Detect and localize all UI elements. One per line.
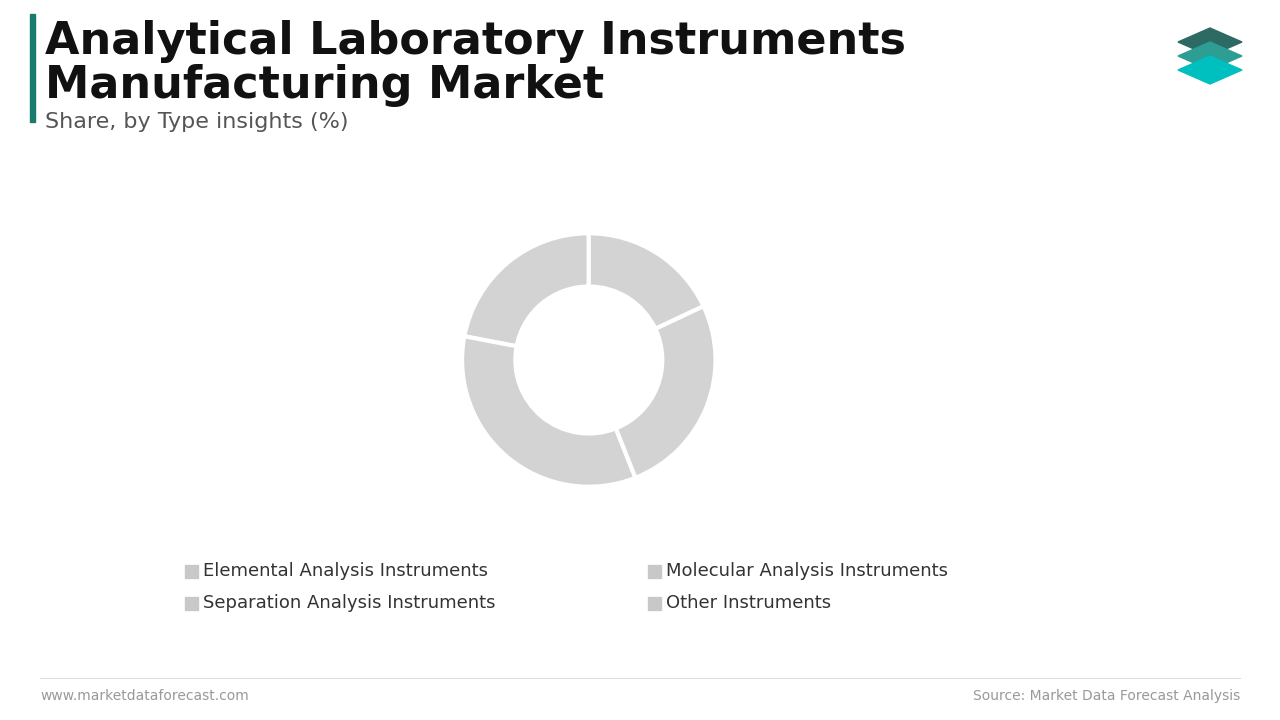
Text: Separation Analysis Instruments: Separation Analysis Instruments: [204, 594, 495, 612]
Bar: [186, 597, 198, 610]
Text: Share, by Type insights (%): Share, by Type insights (%): [45, 112, 348, 132]
Bar: [648, 597, 660, 610]
Bar: [186, 565, 198, 578]
Polygon shape: [1178, 42, 1242, 70]
Text: Other Instruments: Other Instruments: [666, 594, 831, 612]
Text: Elemental Analysis Instruments: Elemental Analysis Instruments: [204, 562, 488, 580]
Text: Analytical Laboratory Instruments: Analytical Laboratory Instruments: [45, 20, 906, 63]
Wedge shape: [589, 233, 704, 329]
Text: Molecular Analysis Instruments: Molecular Analysis Instruments: [666, 562, 948, 580]
Wedge shape: [462, 336, 635, 487]
Bar: [648, 565, 660, 578]
Polygon shape: [1178, 56, 1242, 84]
Polygon shape: [1178, 28, 1242, 56]
Wedge shape: [616, 306, 716, 478]
Text: Source: Market Data Forecast Analysis: Source: Market Data Forecast Analysis: [973, 689, 1240, 703]
Text: www.marketdataforecast.com: www.marketdataforecast.com: [40, 689, 248, 703]
Bar: [29, 14, 35, 122]
Wedge shape: [465, 233, 589, 346]
Text: Manufacturing Market: Manufacturing Market: [45, 64, 604, 107]
